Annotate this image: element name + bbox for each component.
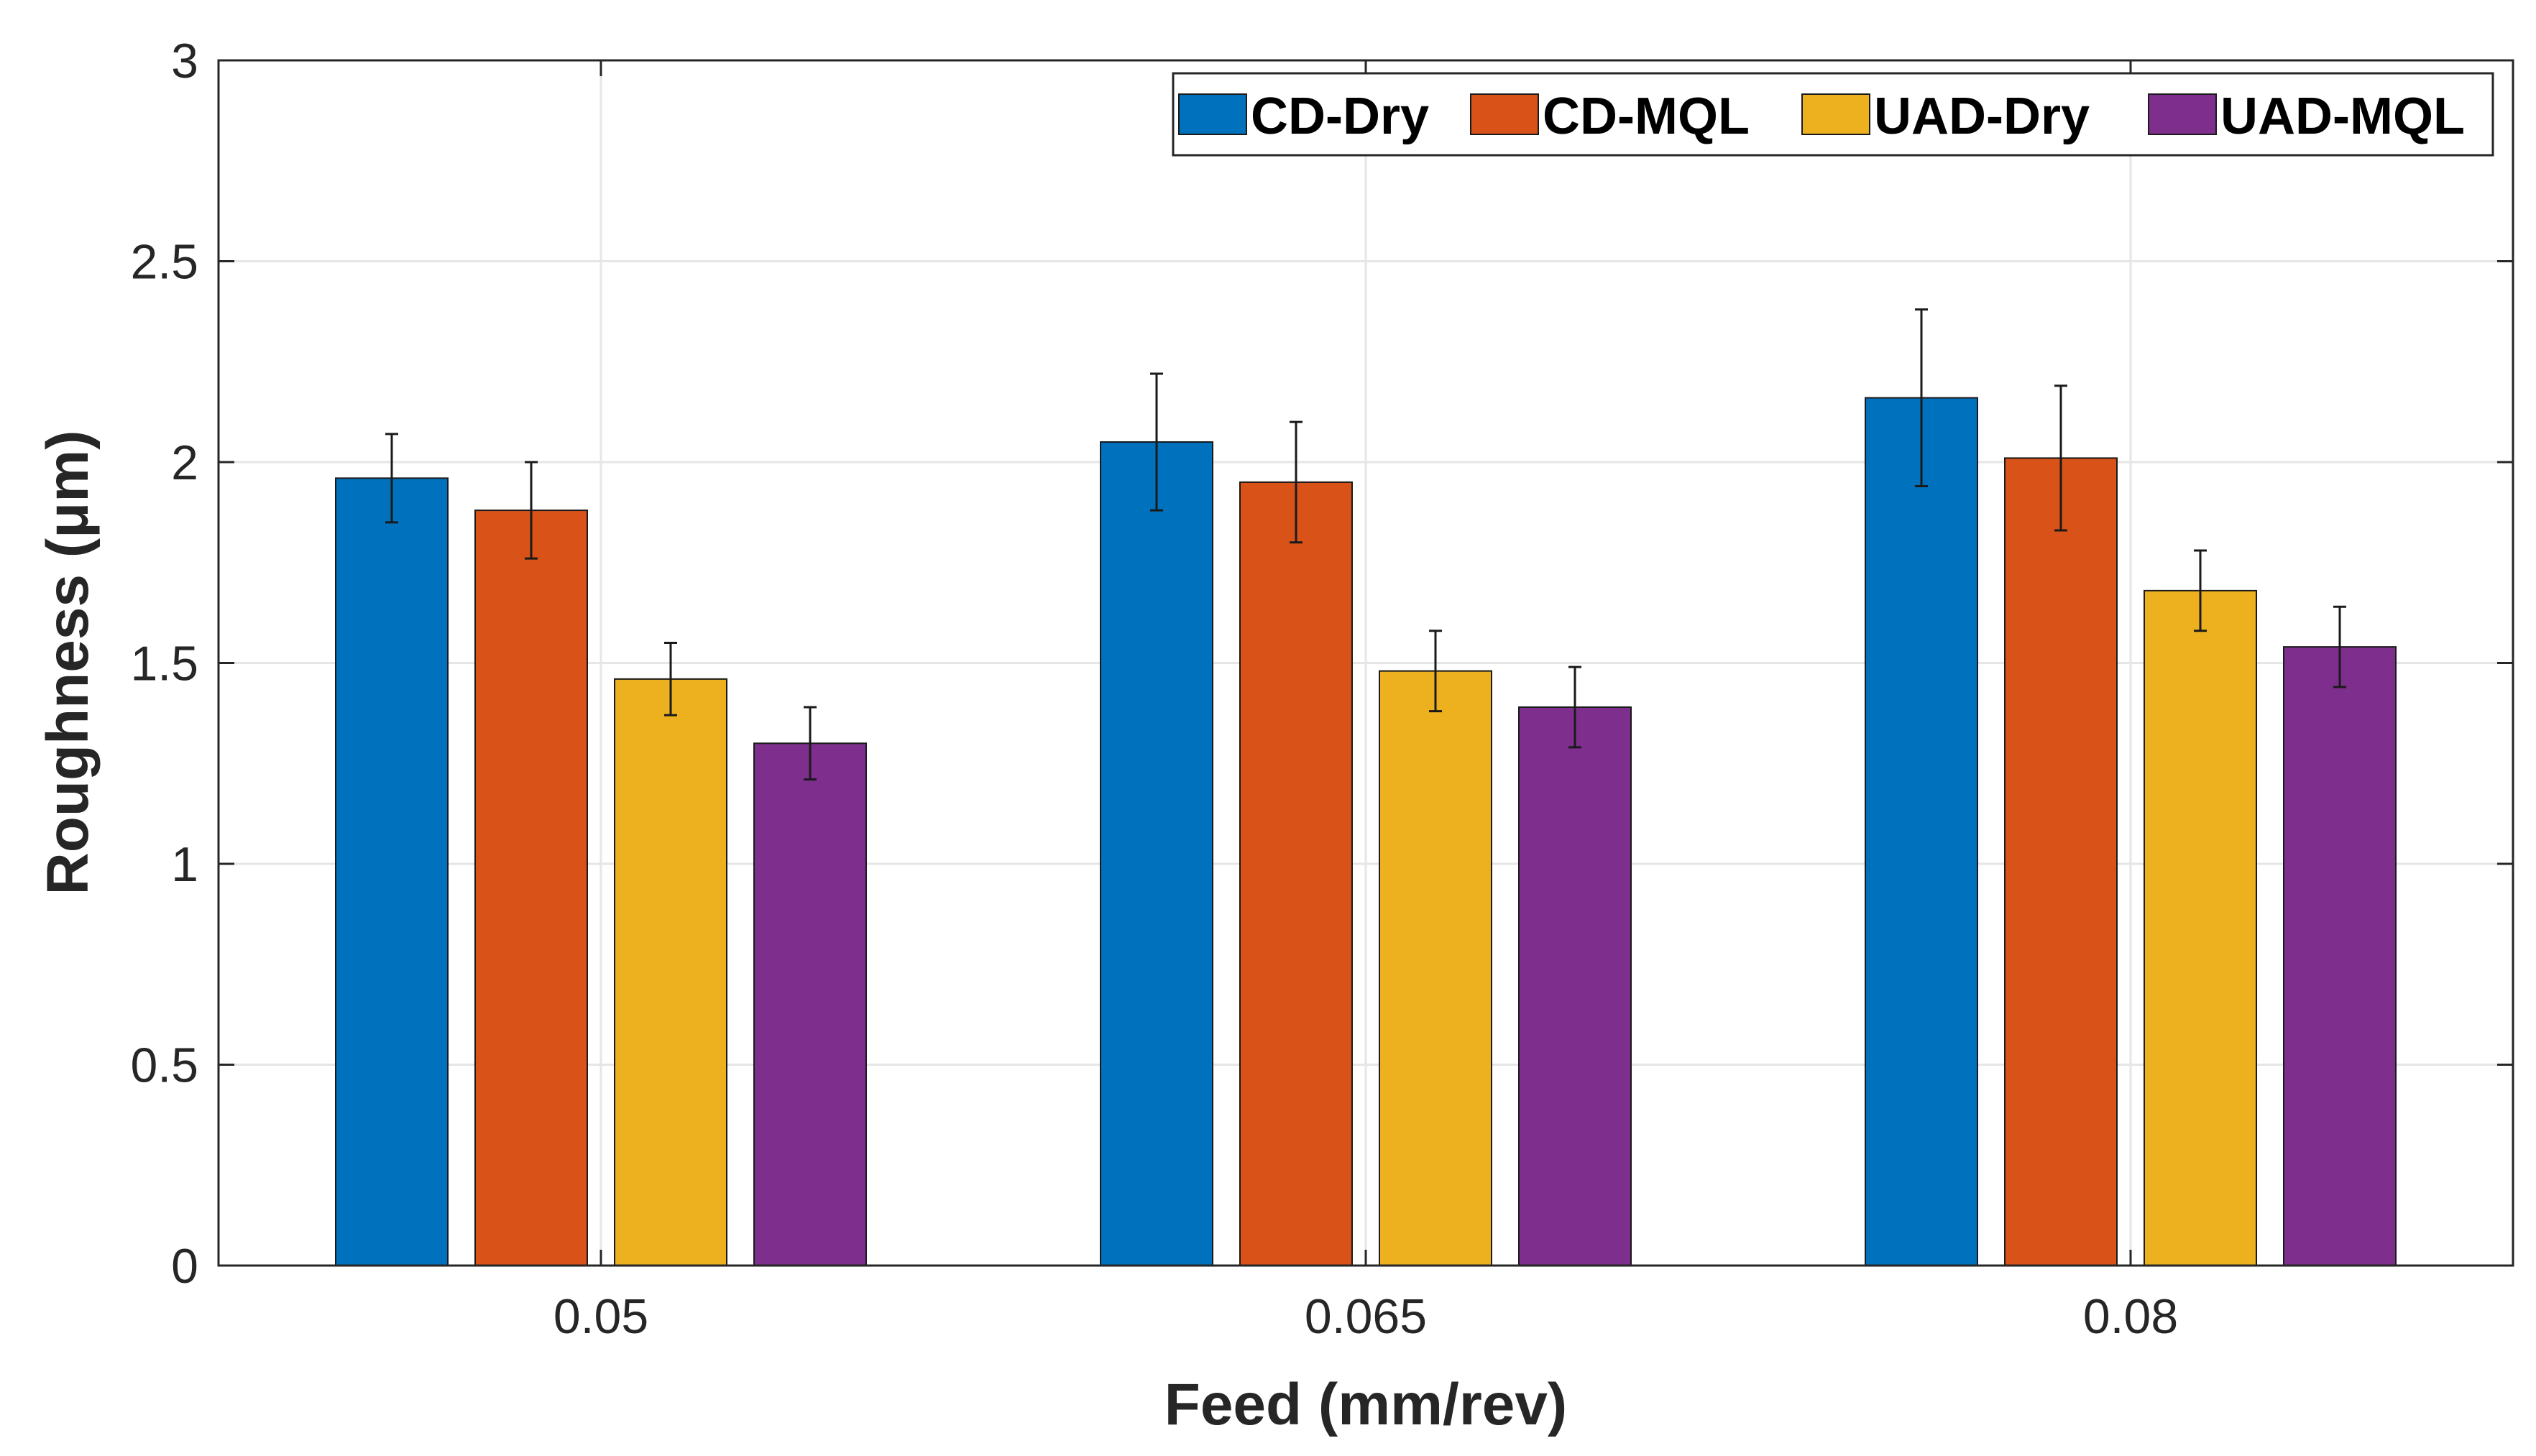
error-bar-uad-dry-0.065 — [1429, 630, 1442, 713]
error-bar-uad-mql-0.05 — [804, 706, 817, 781]
error-bar-uad-mql-0.08 — [2333, 605, 2346, 688]
ticks: 0 0.5 1 1.5 2 2.5 3 0.05 0.065 0.08 — [130, 34, 2513, 1344]
legend-item-uad-mql: UAD-MQL — [2148, 88, 2465, 145]
bar-cd-mql-0.08 — [2004, 457, 2118, 1266]
legend-label: CD-Dry — [1251, 88, 1429, 145]
bar-uad-dry-0.08 — [2144, 589, 2257, 1266]
bar-cd-mql-0.05 — [474, 510, 588, 1267]
error-bar-uad-mql-0.065 — [1568, 665, 1581, 749]
bar-cd-dry-0.08 — [1865, 397, 1978, 1266]
y-tick-label: 1 — [171, 837, 198, 892]
legend-swatch — [1470, 93, 1539, 135]
error-bars — [385, 308, 2346, 781]
y-axis-title: Roughness (μm) — [35, 430, 101, 895]
legend: CD-Dry CD-MQL UAD-Dry UAD-MQL — [1172, 72, 2494, 157]
legend-item-cd-dry: CD-Dry — [1178, 88, 1429, 145]
bar-cd-dry-0.065 — [1100, 441, 1213, 1266]
x-axis-title: Feed (mm/rev) — [1164, 1372, 1568, 1437]
y-tick-label: 3 — [171, 34, 198, 88]
bar-cd-mql-0.065 — [1239, 481, 1353, 1267]
error-bar-cd-mql-0.08 — [2054, 384, 2067, 532]
bar-uad-mql-0.065 — [1518, 706, 1632, 1266]
legend-label: CD-MQL — [1543, 88, 1750, 145]
y-tick-label: 1.5 — [130, 637, 198, 691]
x-tick-label: 0.08 — [2083, 1289, 2178, 1344]
legend-label: UAD-MQL — [2220, 88, 2465, 145]
bar-uad-dry-0.05 — [614, 678, 727, 1266]
y-tick-label: 2 — [171, 436, 198, 490]
x-tick-label: 0.05 — [553, 1289, 648, 1344]
error-bar-cd-dry-0.05 — [385, 433, 398, 524]
x-tick-label: 0.065 — [1305, 1289, 1427, 1344]
error-bar-cd-dry-0.08 — [1915, 308, 1928, 488]
grid — [219, 60, 2513, 1266]
legend-item-cd-mql: CD-MQL — [1470, 88, 1750, 145]
bar-uad-mql-0.05 — [753, 742, 867, 1267]
bar-cd-dry-0.05 — [335, 477, 449, 1266]
bar-uad-dry-0.065 — [1379, 670, 1492, 1266]
legend-swatch — [1801, 93, 1870, 135]
error-bar-uad-dry-0.08 — [2194, 549, 2207, 632]
bar-uad-mql-0.08 — [2283, 646, 2397, 1266]
y-tick-label: 0.5 — [130, 1038, 198, 1093]
bars — [335, 397, 2397, 1267]
legend-swatch — [2148, 93, 2217, 135]
legend-label: UAD-Dry — [1874, 88, 2090, 145]
error-bar-cd-dry-0.065 — [1150, 372, 1163, 512]
y-tick-label: 2.5 — [130, 235, 198, 290]
legend-swatch — [1178, 93, 1247, 135]
error-bar-cd-mql-0.065 — [1290, 420, 1303, 544]
y-tick-label: 0 — [171, 1239, 198, 1294]
error-bar-uad-dry-0.05 — [664, 642, 677, 717]
legend-item-uad-dry: UAD-Dry — [1801, 88, 2090, 145]
error-bar-cd-mql-0.05 — [525, 461, 538, 560]
